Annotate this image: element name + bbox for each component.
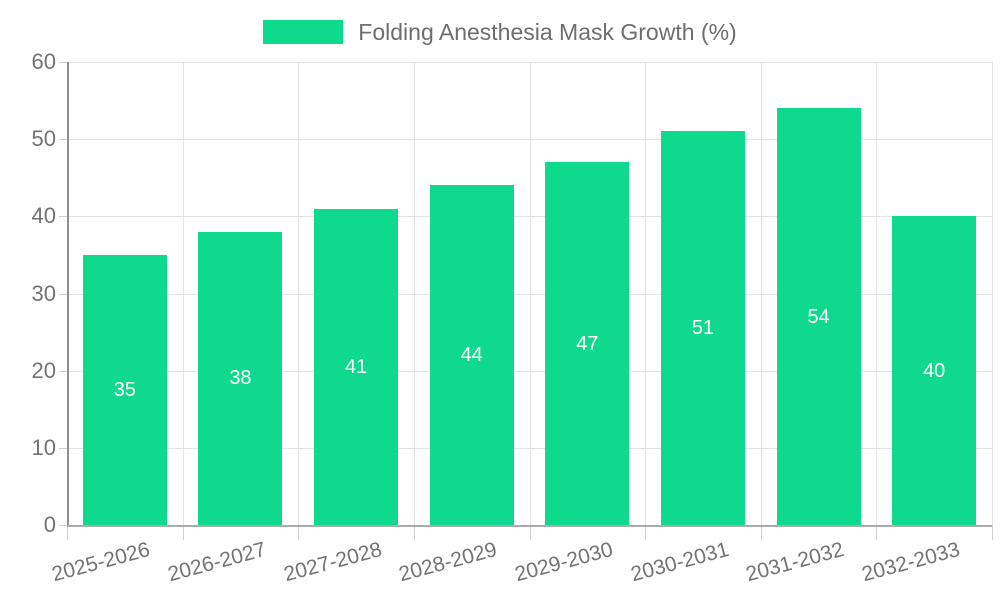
x-axis-label-2026-2027: 2026-2027 [165,538,269,587]
y-axis-tick-label: 10 [31,434,56,460]
xtick-mark-3 [413,525,415,540]
y-axis-tick-label: 30 [31,280,56,306]
bar-value-label: 41 [344,355,368,378]
xtick-mark-4 [529,525,531,540]
bar-value-label: 40 [923,359,946,382]
y-axis-tick-label: 40 [31,203,56,229]
gridline-x-4 [529,62,531,525]
y-axis-tick-label: 60 [31,49,56,74]
xtick-mark-7 [876,525,878,540]
y-axis-tick-label: 50 [31,126,56,152]
x-axis-line [67,525,992,527]
gridline-x-8 [992,62,993,525]
xtick-mark-6 [760,525,762,540]
bar-value-label: 47 [576,332,599,355]
bar-2027-2028: 41 [314,208,399,525]
bar-value-label: 44 [460,344,483,367]
bar-value-label: 51 [691,317,715,340]
x-axis-label-2027-2028: 2027-2028 [281,538,385,587]
xtick-mark-5 [645,525,647,540]
x-axis-label-2029-2030: 2029-2030 [512,538,616,587]
xtick-mark-8 [992,525,993,540]
x-axis-label-2031-2032: 2031-2032 [743,538,847,587]
bar-2032-2033: 40 [892,216,977,525]
bar-value-label: 35 [113,378,136,401]
legend-swatch [263,20,344,44]
gridline-x-7 [876,62,878,525]
xtick-mark-2 [298,525,300,540]
x-axis-label-2025-2026: 2025-2026 [49,538,153,587]
bar-2026-2027: 38 [198,231,283,525]
ytick-mark-0 [59,525,67,526]
ytick-mark-40 [59,216,67,218]
y-axis-tick-label: 20 [31,357,56,383]
ytick-mark-30 [59,293,67,295]
gridline-x-2 [298,62,300,525]
legend-label: Folding Anesthesia Mask Growth (%) [358,18,737,45]
ytick-mark-10 [59,447,67,449]
xtick-mark-0 [67,525,68,540]
bar-value-label: 54 [807,305,830,328]
ytick-mark-60 [59,62,67,63]
x-axis-label-2030-2031: 2030-2031 [627,538,731,587]
bar-2025-2026: 35 [82,254,167,525]
y-axis-tick-label: 0 [43,512,56,537]
xtick-mark-1 [182,525,184,540]
chart-legend: Folding Anesthesia Mask Growth (%) [0,16,1000,48]
bar-2028-2029: 44 [429,185,514,525]
x-axis-label-2032-2033: 2032-2033 [859,538,963,587]
gridline-x-1 [182,62,184,525]
bar-2031-2032: 54 [776,108,861,525]
bar-value-label: 38 [229,367,252,390]
bar-2029-2030: 47 [545,162,630,525]
y-axis-line [67,62,69,527]
ytick-mark-50 [59,139,67,141]
gridline-x-5 [645,62,647,525]
x-axis-label-2028-2029: 2028-2029 [396,538,500,587]
gridline-x-3 [413,62,415,525]
gridline-x-6 [760,62,762,525]
ytick-mark-20 [59,370,67,372]
bar-2030-2031: 51 [660,131,745,525]
